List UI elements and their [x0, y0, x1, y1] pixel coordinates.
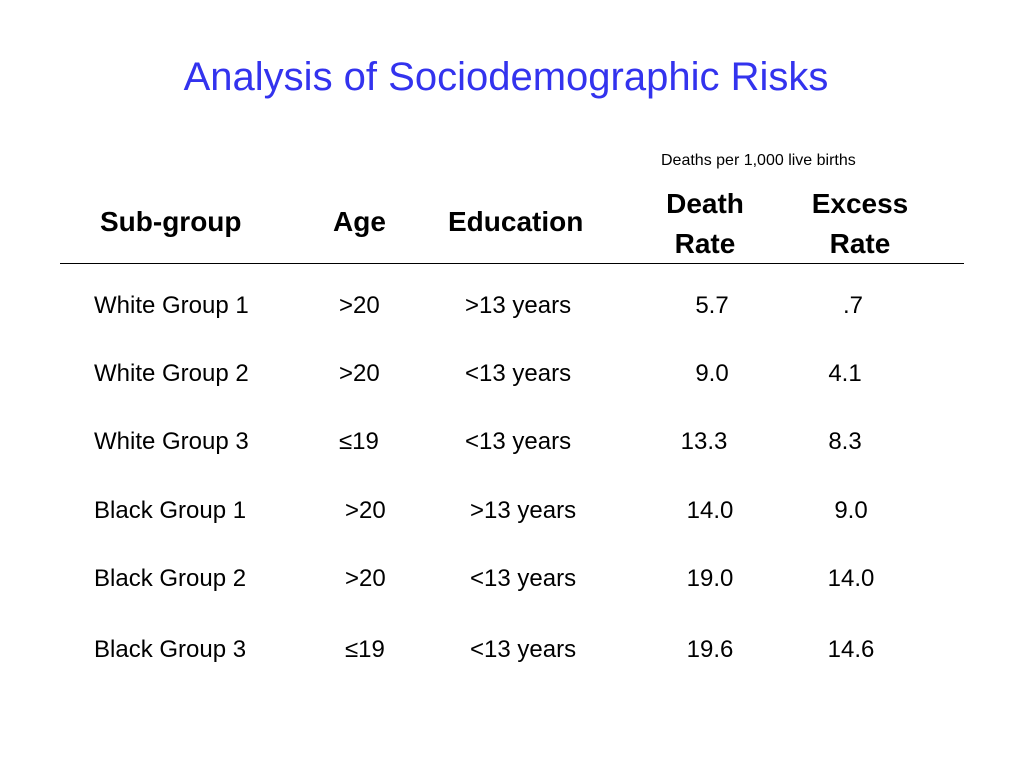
- cell-death-rate: 9.0: [695, 360, 729, 387]
- units-note: Deaths per 1,000 live births: [661, 152, 856, 169]
- header-death-rate-line1: Death: [666, 188, 744, 219]
- cell-education: <13 years: [465, 428, 572, 455]
- header-education: Education: [448, 206, 584, 237]
- cell-subgroup: White Group 2: [94, 360, 249, 387]
- header-death-rate-line2: Rate: [674, 228, 736, 259]
- cell-excess-rate: 4.1: [828, 360, 862, 387]
- header-death-rate: Death Rate: [640, 184, 770, 264]
- cell-age: ≤19: [345, 636, 385, 663]
- cell-education: <13 years: [465, 360, 572, 387]
- cell-excess-rate: 9.0: [834, 497, 868, 524]
- cell-age: >20: [339, 360, 380, 387]
- cell-age: >20: [345, 497, 386, 524]
- header-divider: [60, 263, 964, 264]
- cell-death-rate: 14.0: [686, 497, 734, 524]
- cell-death-rate: 13.3: [680, 428, 728, 455]
- cell-excess-rate: 14.0: [827, 565, 875, 592]
- header-excess-rate-line1: Excess: [811, 188, 909, 219]
- cell-subgroup: White Group 1: [94, 292, 249, 319]
- cell-death-rate: 5.7: [695, 292, 729, 319]
- cell-subgroup: Black Group 1: [94, 497, 247, 524]
- header-excess-rate-line2: Rate: [829, 228, 891, 259]
- cell-death-rate: 19.6: [686, 636, 734, 663]
- cell-education: >13 years: [465, 292, 572, 319]
- cell-subgroup: Black Group 2: [94, 565, 247, 592]
- cell-age: >20: [339, 292, 380, 319]
- cell-excess-rate: 14.6: [827, 636, 875, 663]
- cell-education: <13 years: [470, 565, 577, 592]
- cell-age: ≤19: [339, 428, 379, 455]
- cell-age: >20: [345, 565, 386, 592]
- header-excess-rate: Excess Rate: [795, 184, 925, 264]
- cell-excess-rate: 8.3: [828, 428, 862, 455]
- cell-education: <13 years: [470, 636, 577, 663]
- slide-title: Analysis of Sociodemographic Risks: [183, 55, 829, 99]
- cell-subgroup: White Group 3: [94, 428, 249, 455]
- cell-excess-rate: .7: [842, 292, 863, 319]
- header-age: Age: [333, 206, 386, 237]
- cell-death-rate: 19.0: [686, 565, 734, 592]
- cell-subgroup: Black Group 3: [94, 636, 247, 663]
- header-subgroup: Sub-group: [100, 206, 242, 237]
- cell-education: >13 years: [470, 497, 577, 524]
